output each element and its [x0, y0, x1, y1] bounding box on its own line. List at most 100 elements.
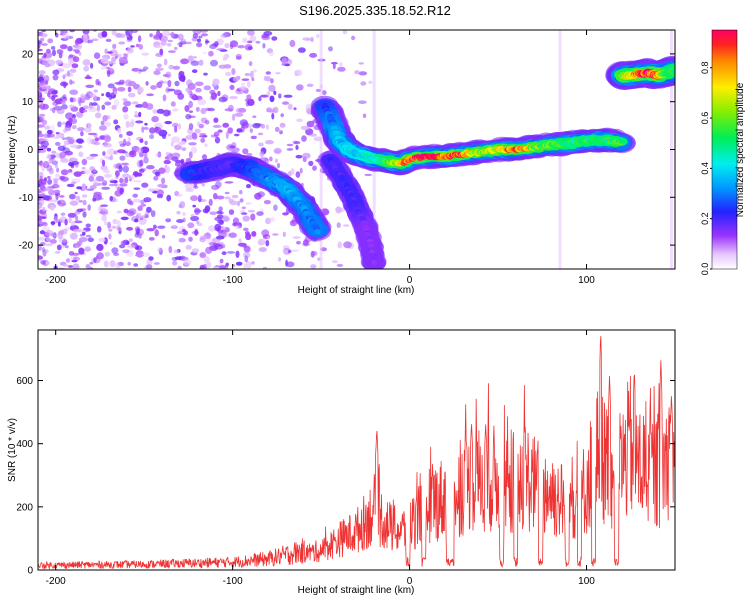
noise-blob	[279, 122, 286, 128]
noise-blob	[128, 80, 136, 87]
noise-blob	[134, 226, 141, 233]
noise-blob	[241, 212, 248, 215]
noise-blob	[67, 265, 74, 268]
noise-blob	[118, 231, 122, 234]
noise-blob	[161, 177, 166, 184]
noise-blob	[185, 113, 192, 120]
noise-blob	[97, 194, 102, 200]
colorbar-tick-label: 0.8	[700, 61, 710, 74]
noise-blob	[93, 89, 99, 93]
noise-blob	[88, 132, 97, 136]
noise-blob	[310, 36, 314, 43]
noise-blob	[87, 39, 94, 44]
noise-blob	[76, 138, 84, 143]
noise-blob	[161, 234, 166, 239]
noise-blob	[200, 137, 206, 143]
noise-blob	[39, 230, 46, 235]
noise-blob	[47, 129, 53, 135]
noise-blob	[72, 252, 80, 256]
noise-blob	[246, 184, 251, 189]
noise-blob	[157, 151, 162, 158]
noise-blob	[81, 183, 87, 191]
noise-blob	[62, 147, 71, 154]
noise-blob	[218, 96, 228, 103]
noise-blob	[122, 106, 129, 113]
noise-blob	[85, 264, 91, 269]
noise-blob	[213, 117, 219, 123]
noise-blob	[176, 210, 181, 215]
noise-blob	[41, 43, 48, 46]
noise-blob	[97, 81, 102, 86]
noise-blob	[287, 249, 292, 254]
noise-blob	[69, 97, 74, 103]
noise-blob	[70, 220, 76, 227]
noise-blob	[246, 80, 251, 88]
noise-blob	[72, 263, 80, 269]
noise-blob	[90, 62, 94, 69]
noise-blob	[98, 125, 107, 131]
noise-blob	[138, 168, 145, 173]
noise-blob	[296, 84, 304, 91]
noise-blob	[176, 194, 183, 197]
noise-blob	[214, 223, 222, 231]
noise-blob	[74, 191, 78, 195]
noise-blob	[293, 141, 301, 145]
noise-blob	[42, 249, 49, 254]
noise-blob	[49, 239, 57, 244]
noise-blob	[127, 198, 132, 205]
noise-blob	[153, 262, 160, 265]
noise-blob	[102, 115, 108, 122]
noise-blob	[290, 168, 295, 176]
spectrogram-xtick-label: 100	[578, 275, 595, 286]
noise-blob	[222, 32, 231, 38]
noise-blob	[336, 263, 344, 267]
noise-blob	[116, 81, 125, 86]
noise-blob	[191, 248, 200, 254]
snr-xtick-label: 0	[407, 576, 413, 587]
noise-blob	[200, 107, 207, 115]
noise-blob	[38, 138, 47, 141]
noise-blob	[167, 80, 172, 88]
colorbar-tick-label: 0.0	[700, 263, 710, 276]
noise-blob	[104, 101, 112, 106]
noise-blob	[98, 205, 104, 212]
noise-blob	[196, 42, 203, 48]
noise-blob	[68, 117, 73, 124]
noise-blob	[104, 173, 112, 178]
noise-blob	[77, 127, 85, 132]
noise-blob	[122, 165, 129, 173]
noise-blob	[293, 107, 297, 111]
noise-blob	[251, 231, 257, 237]
noise-blob	[257, 191, 266, 198]
noise-blob	[261, 35, 271, 41]
noise-blob	[343, 224, 350, 227]
noise-blob	[46, 237, 51, 243]
noise-blob	[170, 225, 178, 230]
noise-blob	[243, 251, 251, 259]
noise-blob	[153, 70, 161, 76]
noise-blob	[261, 229, 270, 237]
noise-blob	[84, 76, 93, 80]
noise-blob	[229, 84, 235, 90]
noise-blob	[115, 170, 120, 177]
noise-blob	[128, 150, 137, 158]
noise-blob	[60, 169, 69, 176]
noise-blob	[84, 93, 91, 101]
noise-blob	[172, 108, 179, 112]
noise-blob	[192, 33, 199, 39]
noise-blob	[188, 236, 193, 242]
noise-blob	[62, 74, 66, 80]
noise-blob	[112, 218, 118, 225]
noise-blob	[168, 245, 173, 254]
noise-blob	[178, 237, 186, 243]
noise-blob	[187, 222, 195, 229]
noise-blob	[251, 77, 255, 82]
noise-blob	[81, 167, 86, 170]
noise-blob	[198, 135, 208, 138]
noise-blob	[193, 209, 202, 213]
noise-blob	[166, 88, 176, 92]
noise-blob	[38, 91, 41, 96]
noise-blob	[125, 120, 130, 128]
noise-blob	[155, 67, 165, 72]
noise-blob	[80, 131, 84, 137]
